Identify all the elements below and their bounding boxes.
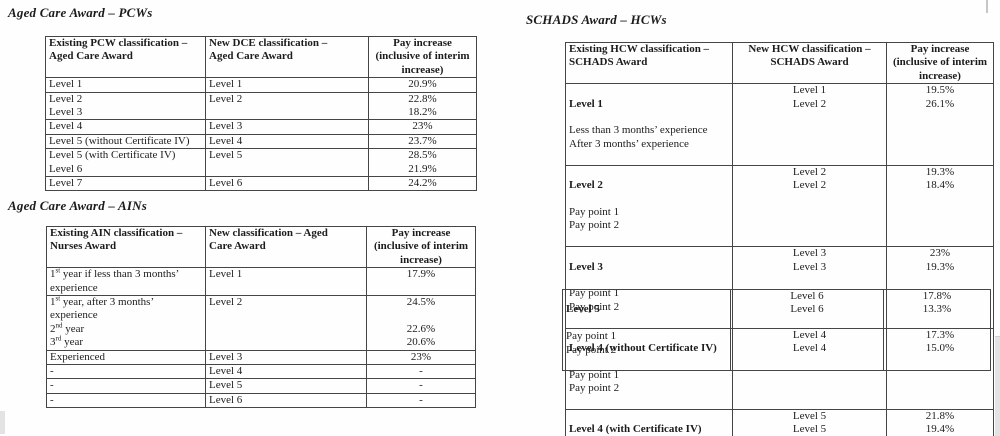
pcw-new-cell: Level 1 bbox=[205, 77, 369, 93]
table-row: Level 1 Level 1 20.9% bbox=[45, 77, 477, 93]
table-row: Level 4 (with Certificate IV) Pay point … bbox=[565, 408, 994, 436]
pcw-increase-cell: 28.5% 21.9% bbox=[368, 148, 477, 178]
pcw-existing-cell: Level 7 bbox=[45, 176, 206, 192]
pcw-new-cell: Level 4 bbox=[205, 133, 369, 150]
schads-level-lines: Pay point 1 Pay point 2 bbox=[566, 330, 617, 356]
pcw-new-cell: Level 6 bbox=[205, 176, 369, 192]
table-row: - Level 6 - bbox=[46, 392, 476, 409]
schads-table-continuation: Level 5 Pay point 1 Pay point 2 Level 6 … bbox=[562, 288, 991, 372]
ain-new-cell: Level 4 bbox=[205, 364, 367, 380]
ain-existing-cell: - bbox=[46, 378, 206, 394]
pcw-header-row: Existing PCW classification – Aged Care … bbox=[45, 35, 477, 79]
pcw-existing-cell: Level 5 (with Certificate IV) Level 6 bbox=[45, 148, 206, 178]
schads-increase-cell: 19.3% 18.4% bbox=[886, 164, 994, 248]
table-row: Level 2 Level 3 Level 2 22.8% 18.2% bbox=[45, 91, 477, 121]
schads-increase-cell: 17.8% 13.3% bbox=[883, 288, 991, 372]
table-row: Level 5 (without Certificate IV) Level 4… bbox=[45, 133, 477, 150]
schads-level-label: Level 5 bbox=[566, 303, 600, 316]
ain-increase-cell: 23% bbox=[366, 349, 476, 366]
schads-header-increase: Pay increase (inclusive of interim incre… bbox=[886, 41, 994, 85]
ain-new-cell: Level 5 bbox=[205, 378, 367, 394]
schads-increase-cell: 19.5% 26.1% bbox=[886, 83, 994, 166]
pcw-table-title: Aged Care Award – PCWs bbox=[8, 5, 153, 20]
pcw-increase-cell: 20.9% bbox=[368, 77, 477, 93]
schads-level-label: Level 3 bbox=[569, 260, 603, 273]
ain-increase-cell: 24.5% 22.6% 20.6% bbox=[366, 295, 476, 351]
ain-header-increase: Pay increase (inclusive of interim incre… bbox=[366, 225, 476, 269]
schads-existing-cell: Level 1 Less than 3 months’ experience A… bbox=[565, 83, 733, 166]
ain-header-new: New classification – Aged Care Award bbox=[205, 225, 367, 269]
schads-level-lines: Pay point 1 Pay point 2 bbox=[569, 368, 620, 395]
ain-table-title: Aged Care Award – AINs bbox=[8, 198, 147, 213]
pcw-new-cell: Level 5 bbox=[205, 148, 369, 178]
pcw-increase-cell: 23% bbox=[368, 119, 477, 135]
schads-level-lines: Pay point 1 Pay point 2 bbox=[569, 205, 620, 232]
schads-existing-cell: Level 2 Pay point 1 Pay point 2 bbox=[565, 164, 733, 248]
pcw-new-cell: Level 3 bbox=[205, 119, 369, 135]
schads-level-label: Level 4 (with Certificate IV) bbox=[569, 423, 702, 436]
table-row: 1st year, after 3 months’ experience 2nd… bbox=[46, 295, 476, 351]
schads-new-cell: Level 5 Level 5 bbox=[732, 408, 887, 436]
schads-new-cell: Level 1 Level 2 bbox=[732, 83, 887, 166]
schads-level-label: Level 1 bbox=[569, 97, 603, 110]
schads-header-existing: Existing HCW classification – SCHADS Awa… bbox=[565, 41, 733, 85]
ain-existing-cell: - bbox=[46, 364, 206, 380]
ain-new-cell: Level 3 bbox=[205, 349, 367, 366]
ain-existing-cell: 1st year, after 3 months’ experience 2nd… bbox=[46, 295, 206, 351]
pcw-header-existing: Existing PCW classification – Aged Care … bbox=[45, 35, 206, 79]
pcw-increase-cell: 22.8% 18.2% bbox=[368, 91, 477, 121]
table-row: Level 2 Pay point 1 Pay point 2 Level 2 … bbox=[565, 164, 994, 248]
schads-header-new: New HCW classification – SCHADS Award bbox=[732, 41, 887, 85]
pcw-new-cell: Level 2 bbox=[205, 91, 369, 121]
pcw-header-new: New DCE classification – Aged Care Award bbox=[205, 35, 369, 79]
table-row: 1st year if less than 3 months’ experien… bbox=[46, 267, 476, 297]
table-row: Experienced Level 3 23% bbox=[46, 349, 476, 366]
ain-increase-cell: - bbox=[366, 392, 476, 409]
table-row: Level 5 Pay point 1 Pay point 2 Level 6 … bbox=[562, 288, 991, 372]
ain-new-cell: Level 2 bbox=[205, 295, 367, 351]
pcw-existing-cell: Level 5 (without Certificate IV) bbox=[45, 133, 206, 150]
pcw-existing-cell: Level 2 Level 3 bbox=[45, 91, 206, 121]
scrollbar-right[interactable] bbox=[995, 336, 1000, 436]
schads-new-cell: Level 2 Level 2 bbox=[732, 164, 887, 248]
scrollbar-fragment-top-right[interactable] bbox=[986, 0, 988, 13]
schads-existing-cell: Level 5 Pay point 1 Pay point 2 bbox=[562, 288, 731, 372]
ain-new-cell: Level 6 bbox=[205, 392, 367, 409]
pcw-existing-cell: Level 1 bbox=[45, 77, 206, 93]
ain-existing-cell: 1st year if less than 3 months’ experien… bbox=[46, 267, 206, 297]
table-row: - Level 5 - bbox=[46, 378, 476, 394]
ain-new-cell: Level 1 bbox=[205, 267, 367, 297]
schads-level-label: Level 2 bbox=[569, 179, 603, 192]
schads-existing-cell: Level 4 (with Certificate IV) Pay point … bbox=[565, 408, 733, 436]
table-row: Level 4 Level 3 23% bbox=[45, 119, 477, 135]
table-row: Level 1 Less than 3 months’ experience A… bbox=[565, 83, 994, 166]
table-row: - Level 4 - bbox=[46, 364, 476, 380]
ain-header-row: Existing AIN classification – Nurses Awa… bbox=[46, 225, 476, 269]
ain-increase-cell: - bbox=[366, 378, 476, 394]
ain-header-existing: Existing AIN classification – Nurses Awa… bbox=[46, 225, 206, 269]
schads-increase-cell: 21.8% 19.4% bbox=[886, 408, 994, 436]
pcw-increase-cell: 24.2% bbox=[368, 176, 477, 192]
pcw-header-increase: Pay increase (inclusive of interim incre… bbox=[368, 35, 477, 79]
pcw-table: Existing PCW classification – Aged Care … bbox=[45, 35, 477, 192]
table-row: Level 7 Level 6 24.2% bbox=[45, 176, 477, 192]
ain-existing-cell: - bbox=[46, 392, 206, 409]
ain-table: Existing AIN classification – Nurses Awa… bbox=[46, 225, 476, 409]
schads-new-cell: Level 6 Level 6 bbox=[730, 288, 884, 372]
schads-header-row: Existing HCW classification – SCHADS Awa… bbox=[565, 41, 994, 85]
ain-increase-cell: 17.9% bbox=[366, 267, 476, 297]
schads-level-lines: Less than 3 months’ experience After 3 m… bbox=[569, 124, 708, 150]
ain-increase-cell: - bbox=[366, 364, 476, 380]
pcw-existing-cell: Level 4 bbox=[45, 119, 206, 135]
scrollbar-fragment-left[interactable] bbox=[0, 411, 5, 434]
schads-table-title: SCHADS Award – HCWs bbox=[526, 12, 667, 27]
ain-existing-cell: Experienced bbox=[46, 349, 206, 366]
schads-table: Existing HCW classification – SCHADS Awa… bbox=[565, 41, 994, 436]
pcw-increase-cell: 23.7% bbox=[368, 133, 477, 150]
table-row: Level 5 (with Certificate IV) Level 6 Le… bbox=[45, 148, 477, 178]
